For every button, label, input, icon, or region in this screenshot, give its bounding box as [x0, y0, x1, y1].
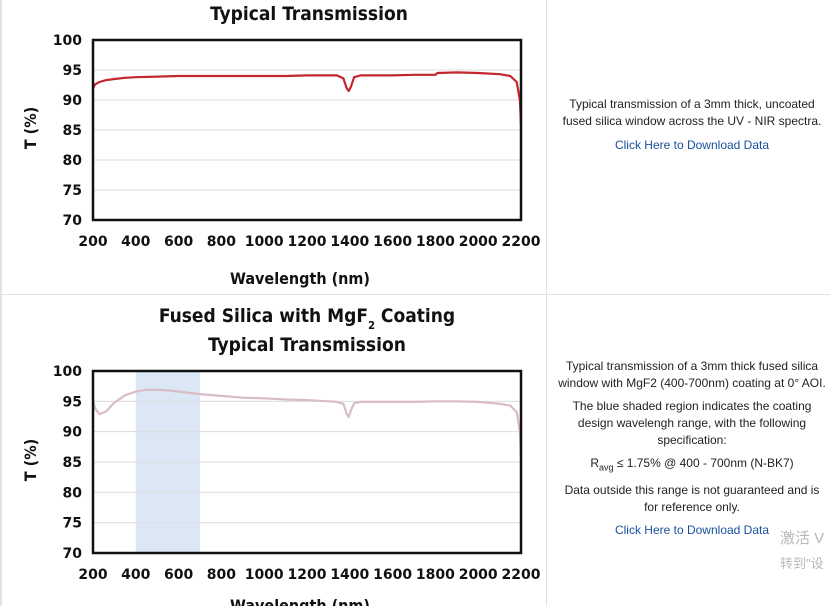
- x-tick-label: 1200: [288, 234, 327, 250]
- y-tick-label: 90: [63, 425, 83, 441]
- y-tick-label: 85: [63, 123, 82, 139]
- y-axis-label: T (%): [21, 107, 40, 149]
- chart-title: Typical Transmission: [210, 3, 408, 25]
- y-tick-label: 75: [63, 516, 82, 532]
- watermark-text: 激活 V: [780, 530, 825, 547]
- y-tick-label: 100: [53, 33, 82, 49]
- plot-frame: [91, 369, 523, 555]
- download-data-link[interactable]: Click Here to Download Data: [614, 523, 770, 538]
- chart-cell-2: [0, 295, 547, 606]
- y-tick-label: 100: [53, 364, 82, 380]
- description-text: The blue shaded region indicates the coa…: [572, 399, 812, 447]
- y-tick-label: 70: [63, 546, 83, 562]
- y-tick-label: 95: [63, 63, 82, 79]
- description-text: Typical transmission of a 3mm thick, unc…: [562, 97, 822, 128]
- y-tick-label: 70: [63, 213, 83, 229]
- description-text: Typical transmission of a 3mm thick fuse…: [558, 359, 826, 390]
- y-tick-label: 80: [63, 153, 83, 169]
- x-tick-label: 400: [121, 234, 150, 250]
- x-tick-label: 1800: [416, 234, 455, 250]
- y-tick-label: 95: [63, 394, 82, 410]
- x-tick-label: 200: [78, 567, 107, 583]
- coating-spec: Ravg ≤ 1.75% @ 400 - 700nm (N-BK7): [590, 456, 794, 473]
- y-axis-label: T (%): [21, 439, 40, 481]
- transmission-chart-uncoated: Typical Transmission 100 95 90 85 80 75 70 200…: [21, 3, 541, 288]
- x-tick-label: 1000: [245, 567, 284, 583]
- x-tick-label: 800: [207, 567, 236, 583]
- download-data-link[interactable]: Click Here to Download Data: [614, 138, 770, 152]
- y-tick-label: 75: [63, 183, 82, 199]
- plot-frame: [91, 38, 523, 222]
- x-tick-label: 1000: [245, 234, 284, 250]
- x-tick-label: 200: [78, 234, 107, 250]
- y-tick-label: 90: [63, 93, 83, 109]
- x-tick-label: 2000: [459, 567, 498, 583]
- x-tick-label: 1400: [330, 567, 369, 583]
- chart-cell-1: [0, 0, 547, 295]
- description-panel-2: Typical transmission of a 3mm thick fuse…: [556, 358, 828, 545]
- row-divider: [0, 294, 830, 295]
- x-tick-label: 2200: [502, 234, 541, 250]
- watermark-text: 转到"设: [780, 556, 824, 571]
- description-text: Data outside this range is not guarantee…: [564, 483, 820, 515]
- x-tick-label: 1600: [373, 234, 412, 250]
- x-tick-label: 800: [207, 234, 236, 250]
- x-tick-label: 600: [164, 234, 193, 250]
- series-line: [92, 71, 523, 125]
- x-axis-label: Wavelength (nm): [230, 269, 370, 288]
- chart-title-line1: Fused Silica with MgF2 Coating: [159, 305, 455, 332]
- x-tick-label: 2000: [459, 234, 498, 250]
- y-tick-label: 80: [63, 485, 83, 501]
- x-tick-label: 1800: [416, 567, 455, 583]
- x-tick-label: 400: [121, 567, 150, 583]
- x-tick-label: 600: [164, 567, 193, 583]
- description-panel-1: Typical transmission of a 3mm thick, unc…: [556, 96, 828, 160]
- x-tick-label: 1400: [330, 234, 369, 250]
- x-tick-label: 1600: [373, 567, 412, 583]
- x-axis-label: Wavelength (nm): [230, 596, 370, 606]
- x-tick-label: 1200: [288, 567, 327, 583]
- y-tick-label: 85: [63, 455, 82, 471]
- x-tick-label: 2200: [502, 567, 541, 583]
- series-line: [91, 388, 523, 456]
- chart-title-line2: Typical Transmission: [208, 334, 406, 356]
- transmission-chart-mgf2: Fused Silica with MgF2 Coating Typical T…: [21, 305, 541, 606]
